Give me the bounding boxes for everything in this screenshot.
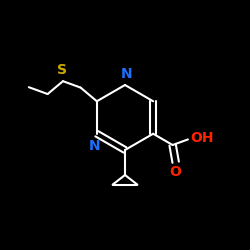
Text: O: O <box>170 165 181 179</box>
Text: N: N <box>120 66 132 80</box>
Text: OH: OH <box>190 131 214 145</box>
Text: N: N <box>88 139 100 153</box>
Text: S: S <box>57 63 67 77</box>
